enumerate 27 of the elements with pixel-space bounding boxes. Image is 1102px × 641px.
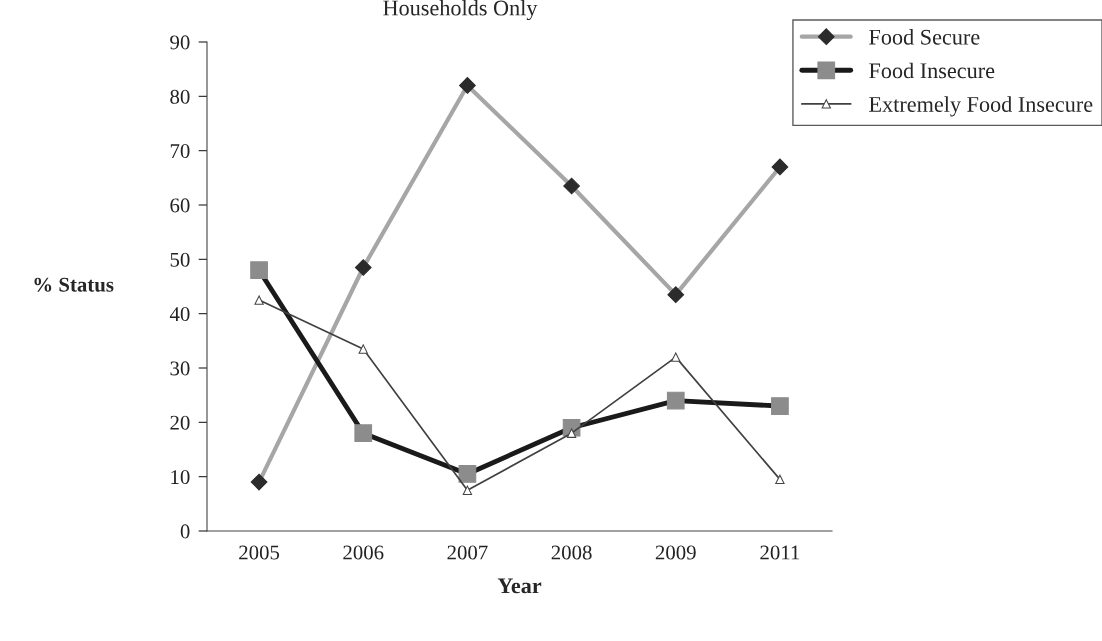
x-tick-label: 2006	[343, 545, 384, 560]
point	[671, 352, 681, 362]
y-tick-label: 40	[169, 307, 190, 322]
legend-label: Food Secure	[869, 29, 980, 45]
chart-title: Households Only	[383, 0, 538, 21]
x-axis-title: Year	[497, 578, 542, 594]
y-tick-label: 60	[170, 198, 190, 213]
point	[358, 344, 368, 354]
y-tick-label: 0	[180, 524, 190, 539]
x-tick-label: 2005	[239, 545, 280, 560]
x-tick-label: 2007	[447, 545, 488, 560]
y-tick-label: 30	[170, 361, 190, 376]
x-tick-label: 2008	[551, 545, 592, 560]
point	[775, 474, 785, 485]
y-tick-label: 10	[171, 470, 190, 485]
legend-label: Food Insecure	[869, 62, 995, 79]
y-axis-title: % Status	[34, 277, 114, 292]
y-tick-label: 70	[170, 144, 190, 159]
x-tick-label: 2011	[760, 545, 800, 560]
x-tick-label: 2009	[655, 545, 696, 560]
legend-label: Extremely Food Insecure	[869, 96, 1093, 117]
y-tick-label: 90	[170, 35, 190, 50]
y-tick-label: 20	[170, 415, 190, 430]
y-tick-label: 50	[170, 252, 190, 267]
point	[254, 295, 264, 305]
point	[462, 485, 473, 495]
y-tick-label: 80	[170, 89, 190, 104]
